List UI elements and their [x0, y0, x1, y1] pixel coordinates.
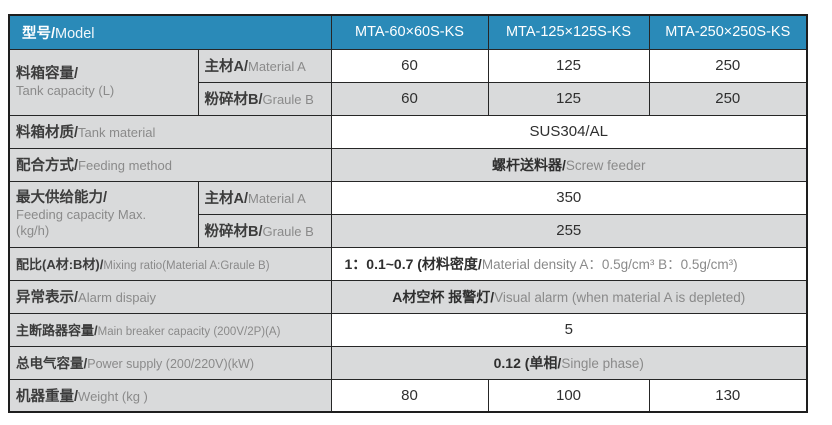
- row-mixing-ratio: 配比(A材:B材)/Mixing ratio(Material A:Graule…: [8, 246, 808, 281]
- sub-label-graule-b: 粉碎材B/Graule B: [197, 213, 332, 248]
- tank-material-cn: 料箱材质/: [16, 125, 79, 141]
- cell-mixing-ratio-value: 1：0.1~0.7 (材料密度/Material density A：0.5g/…: [330, 246, 808, 281]
- cell-alarm-value: A材空杯 报警灯/Visual alarm (when material A i…: [330, 279, 808, 314]
- cell-weight-250: 130: [648, 378, 808, 413]
- cell-weight-125: 100: [487, 378, 650, 413]
- power-en: Power supply (200/220V)(kW): [87, 357, 254, 371]
- column-header-model-1: MTA-60×60S-KS: [330, 14, 489, 50]
- cell-power-value: 0.12 (单相/Single phase): [330, 345, 808, 380]
- graule-b-cn: 粉碎材B/: [204, 92, 263, 108]
- row-main-breaker: 主断路器容量/Main breaker capacity (200V/2P)(A…: [8, 312, 808, 347]
- row-label-feeding-capacity: 最大供给能力/ Feeding capacity Max. (kg/h): [8, 180, 199, 248]
- column-header-label: MTA-125×125S-KS: [505, 24, 632, 41]
- column-header-label: MTA-250×250S-KS: [665, 24, 791, 41]
- spec-table: 型号/Model MTA-60×60S-KS MTA-125×125S-KS M…: [8, 14, 808, 413]
- mixing-ratio-en: Mixing ratio(Material A:Graule B): [103, 259, 270, 272]
- header-row: 型号/Model MTA-60×60S-KS MTA-125×125S-KS M…: [8, 14, 808, 50]
- feeding-method-en: Feeding method: [78, 158, 172, 173]
- cell-tank-capacity-a-60: 60: [330, 48, 489, 83]
- cell-tank-capacity-a-250: 250: [648, 48, 808, 83]
- power-value-en: Single phase): [561, 355, 644, 371]
- column-header-model-2: MTA-125×125S-KS: [487, 14, 650, 50]
- row-weight: 机器重量/Weight (kg ) 80 100 130: [8, 378, 808, 413]
- cell-tank-capacity-b-125: 125: [487, 81, 650, 116]
- sub-label-graule-b: 粉碎材B/Graule B: [197, 81, 332, 116]
- row-alarm-display: 异常表示/Alarm dispaiy A材空杯 报警灯/Visual alarm…: [8, 279, 808, 314]
- alarm-en: Alarm dispaiy: [78, 290, 157, 305]
- cell-tank-capacity-a-125: 125: [487, 48, 650, 83]
- header-model-cell: 型号/Model: [8, 14, 332, 50]
- tank-capacity-label-cn: 料箱容量/: [16, 65, 79, 82]
- material-a-cn: 主材A/: [204, 59, 249, 75]
- mixing-ratio-value-dark: 1：0.1~0.7 (材料密度/: [344, 256, 482, 272]
- feeding-capacity-en-1: Feeding capacity Max.: [16, 206, 147, 222]
- mixing-ratio-value-gray: Material density A：0.5g/cm³ B：0.5g/cm³): [481, 257, 738, 272]
- alarm-value-en: Visual alarm (when material A is deplete…: [494, 289, 746, 305]
- weight-cn: 机器重量/: [16, 388, 79, 405]
- row-feeding-method: 配合方式/Feeding method 螺杆送料器/Screw feeder: [8, 147, 808, 182]
- cell-tank-material-value: SUS304/AL: [330, 114, 808, 149]
- row-label-main-breaker: 主断路器容量/Main breaker capacity (200V/2P)(A…: [8, 312, 332, 347]
- row-power-supply: 总电气容量/Power supply (200/220V)(kW) 0.12 (…: [8, 345, 808, 380]
- row-feeding-capacity-material-a: 最大供给能力/ Feeding capacity Max. (kg/h) 主材A…: [8, 180, 808, 248]
- tank-material-en: Tank material: [78, 125, 156, 140]
- tank-capacity-label-en: Tank capacity (L): [16, 82, 115, 98]
- row-label-tank-material: 料箱材质/Tank material: [8, 114, 332, 149]
- power-value-cn: 0.12 (单相/: [493, 354, 562, 371]
- row-label-power-supply: 总电气容量/Power supply (200/220V)(kW): [8, 345, 332, 380]
- alarm-value-cn: A材空杯 报警灯/: [392, 288, 495, 305]
- weight-en: Weight (kg ): [78, 388, 148, 404]
- cell-breaker-value: 5: [330, 312, 808, 347]
- cell-tank-capacity-b-250: 250: [648, 81, 808, 116]
- header-model-en: Model: [55, 25, 95, 42]
- sub-label-material-a: 主材A/Material A: [197, 48, 332, 83]
- feeding-method-value-en: Screw feeder: [565, 157, 646, 173]
- header-model-cn: 型号/: [22, 25, 56, 42]
- material-a-en: Material A: [248, 59, 306, 74]
- sub-label-material-a: 主材A/Material A: [197, 180, 332, 215]
- row-tank-capacity-graule-b: 粉碎材B/Graule B 60 125 250: [9, 81, 808, 116]
- power-cn: 总电气容量/: [16, 356, 88, 371]
- row-tank-capacity-material-a: 料箱容量/ Tank capacity (L) 主材A/Material A 6…: [8, 48, 808, 116]
- feeding-method-cn: 配合方式/: [16, 158, 79, 174]
- feeding-capacity-cn: 最大供给能力/: [16, 189, 108, 206]
- graule-b-en: Graule B: [262, 224, 314, 239]
- row-label-tank-capacity: 料箱容量/ Tank capacity (L): [8, 48, 199, 116]
- row-feeding-capacity-graule-b: 粉碎材B/Graule B 255: [9, 213, 808, 248]
- graule-b-cn: 粉碎材B/: [204, 224, 263, 240]
- column-header-model-3: MTA-250×250S-KS: [648, 14, 808, 50]
- row-label-alarm-display: 异常表示/Alarm dispaiy: [8, 279, 332, 314]
- material-a-cn: 主材A/: [204, 191, 249, 207]
- cell-weight-60: 80: [330, 378, 489, 413]
- cell-feeding-capacity-a: 350: [330, 180, 808, 215]
- breaker-cn: 主断路器容量/: [16, 322, 98, 338]
- cell-tank-capacity-b-60: 60: [330, 81, 489, 116]
- row-tank-material: 料箱材质/Tank material SUS304/AL: [8, 114, 808, 149]
- row-label-feeding-method: 配合方式/Feeding method: [8, 147, 332, 182]
- breaker-en: Main breaker capacity (200V/2P)(A): [97, 325, 281, 338]
- mixing-ratio-cn: 配比(A材:B材)/: [16, 256, 104, 272]
- row-label-mixing-ratio: 配比(A材:B材)/Mixing ratio(Material A:Graule…: [8, 246, 332, 281]
- material-a-en: Material A: [248, 191, 306, 206]
- row-label-weight: 机器重量/Weight (kg ): [8, 378, 332, 413]
- alarm-cn: 异常表示/: [16, 290, 79, 306]
- feeding-method-value-cn: 螺杆送料器/: [492, 156, 566, 173]
- feeding-capacity-en-2: (kg/h): [16, 223, 50, 239]
- cell-feeding-capacity-b: 255: [330, 213, 808, 248]
- cell-feeding-method-value: 螺杆送料器/Screw feeder: [330, 147, 808, 182]
- column-header-label: MTA-60×60S-KS: [355, 24, 464, 41]
- graule-b-en: Graule B: [262, 92, 314, 107]
